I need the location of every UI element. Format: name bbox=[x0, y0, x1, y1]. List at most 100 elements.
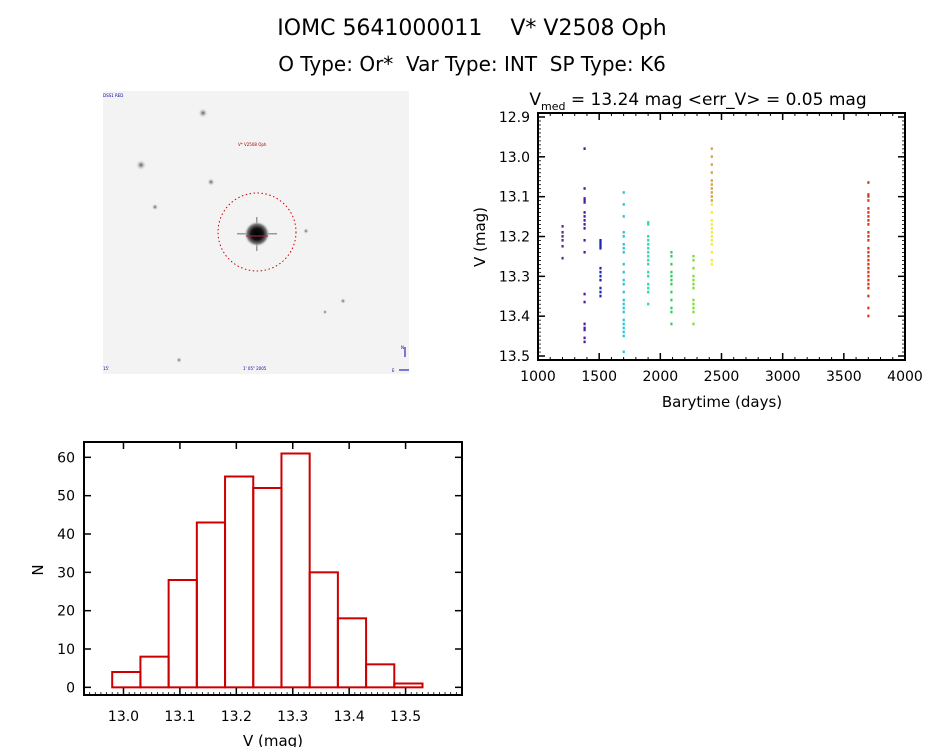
x-tick-label: 3000 bbox=[765, 369, 801, 385]
data-point-season-4 bbox=[622, 278, 625, 282]
data-point-season-5 bbox=[647, 282, 650, 286]
data-point-season-3 bbox=[599, 238, 602, 242]
scale-label: 15' bbox=[103, 366, 109, 371]
data-point-season-8a bbox=[710, 147, 713, 150]
data-point-season-9 bbox=[867, 195, 870, 198]
y-tick-label: 60 bbox=[57, 450, 75, 466]
data-point-season-7 bbox=[692, 282, 695, 286]
data-point-season-8b bbox=[710, 250, 713, 254]
field-star bbox=[303, 228, 309, 234]
data-point-season-7 bbox=[692, 258, 695, 262]
data-point-season-1 bbox=[561, 225, 564, 228]
data-point-season-5 bbox=[647, 246, 650, 250]
histogram-bar bbox=[167, 579, 198, 689]
histogram-bar bbox=[308, 571, 339, 689]
data-point-season-5 bbox=[647, 274, 650, 278]
data-point-season-2 bbox=[583, 238, 586, 242]
data-point-season-4 bbox=[622, 203, 625, 206]
data-point-season-4 bbox=[622, 298, 625, 302]
data-point-season-8b bbox=[710, 262, 713, 266]
histogram-bar bbox=[195, 521, 227, 689]
data-point-season-9 bbox=[867, 286, 870, 290]
histogram-bar bbox=[280, 452, 311, 689]
data-point-season-3 bbox=[599, 286, 602, 290]
data-point-season-9 bbox=[867, 238, 870, 242]
data-point-season-8a bbox=[710, 199, 713, 202]
data-point-season-5 bbox=[647, 258, 650, 262]
field-star bbox=[176, 357, 182, 363]
data-point-season-9 bbox=[867, 254, 870, 258]
data-point-season-3 bbox=[599, 294, 602, 298]
data-point-season-2 bbox=[583, 211, 586, 214]
data-point-season-8b bbox=[710, 231, 713, 234]
x-tick-label: 13.0 bbox=[108, 709, 139, 725]
data-point-season-8a bbox=[710, 183, 713, 186]
data-point-season-9 bbox=[867, 250, 870, 254]
y-tick-label: 0 bbox=[66, 680, 75, 696]
data-point-season-4 bbox=[622, 306, 625, 310]
data-point-season-7 bbox=[692, 302, 695, 306]
y-tick-label: 12.9 bbox=[499, 110, 530, 126]
figure-subtitle: O Type: Or* Var Type: INT SP Type: K6 bbox=[278, 52, 666, 76]
histogram-bar bbox=[139, 655, 170, 689]
data-point-season-4 bbox=[622, 191, 625, 194]
data-point-season-4 bbox=[622, 302, 625, 306]
data-point-season-8b bbox=[710, 219, 713, 222]
field-star bbox=[340, 298, 346, 304]
x-tick-label: 1500 bbox=[581, 369, 617, 385]
data-point-season-2 bbox=[583, 199, 586, 202]
data-point-season-4 bbox=[622, 262, 625, 266]
data-point-season-3 bbox=[599, 270, 602, 274]
y-tick-label: 10 bbox=[57, 642, 75, 658]
field-star bbox=[207, 178, 215, 186]
data-point-season-4 bbox=[622, 350, 625, 354]
data-point-season-9 bbox=[867, 278, 870, 282]
data-point-season-1 bbox=[561, 256, 564, 260]
figure-title: IOMC 5641000011 V* V2508 Oph bbox=[277, 16, 667, 41]
histogram-chart: 13.0 13.1 13.2 13.3 13.4 13.5 0 10 20 30 40 50 60 V … bbox=[29, 441, 463, 747]
data-point-season-8a bbox=[710, 155, 713, 158]
data-point-season-3 bbox=[599, 290, 602, 294]
y-tick-label: 50 bbox=[57, 489, 75, 505]
data-point-season-5 bbox=[647, 254, 650, 258]
data-point-season-9 bbox=[867, 193, 870, 196]
data-point-season-2 bbox=[583, 326, 586, 330]
data-point-season-2 bbox=[583, 215, 586, 218]
data-point-season-6 bbox=[670, 250, 673, 254]
data-point-season-7 bbox=[692, 322, 695, 326]
histogram-frame bbox=[83, 441, 463, 696]
data-point-season-9 bbox=[867, 270, 870, 274]
data-point-season-7 bbox=[692, 298, 695, 302]
field-star bbox=[151, 203, 159, 211]
data-point-season-3 bbox=[599, 244, 602, 248]
data-point-season-8a bbox=[710, 195, 713, 198]
data-point-season-9 bbox=[867, 223, 870, 226]
target-label: V* V2508 Oph bbox=[238, 142, 267, 147]
field-star bbox=[135, 159, 147, 171]
data-point-season-8b bbox=[710, 227, 713, 230]
histogram-bar bbox=[224, 475, 255, 689]
data-point-season-4 bbox=[622, 231, 625, 234]
y-tick-label: 13.4 bbox=[499, 309, 530, 325]
data-point-season-2 bbox=[583, 227, 586, 230]
data-point-season-2 bbox=[583, 250, 586, 254]
data-point-season-1 bbox=[561, 238, 564, 242]
x-tick-label: 13.3 bbox=[277, 709, 308, 725]
x-tick-label: 4000 bbox=[887, 369, 923, 385]
x-tick-label: 13.5 bbox=[390, 709, 421, 725]
field-star bbox=[198, 108, 208, 118]
y-tick-label: 20 bbox=[57, 604, 75, 620]
x-tick-label: 13.4 bbox=[334, 709, 365, 725]
data-point-season-4 bbox=[622, 310, 625, 314]
data-point-season-2 bbox=[583, 336, 586, 340]
x-tick-label: 3500 bbox=[826, 369, 862, 385]
histogram-xlabel: V (mag) bbox=[243, 732, 303, 747]
data-point-season-9 bbox=[867, 266, 870, 270]
data-point-season-6 bbox=[670, 306, 673, 310]
data-point-season-5 bbox=[647, 290, 650, 294]
data-point-season-5 bbox=[647, 250, 650, 254]
light-curve-frame bbox=[537, 112, 906, 361]
data-point-season-2 bbox=[583, 187, 586, 190]
data-point-season-8b bbox=[710, 223, 713, 226]
data-point-season-7 bbox=[692, 274, 695, 278]
